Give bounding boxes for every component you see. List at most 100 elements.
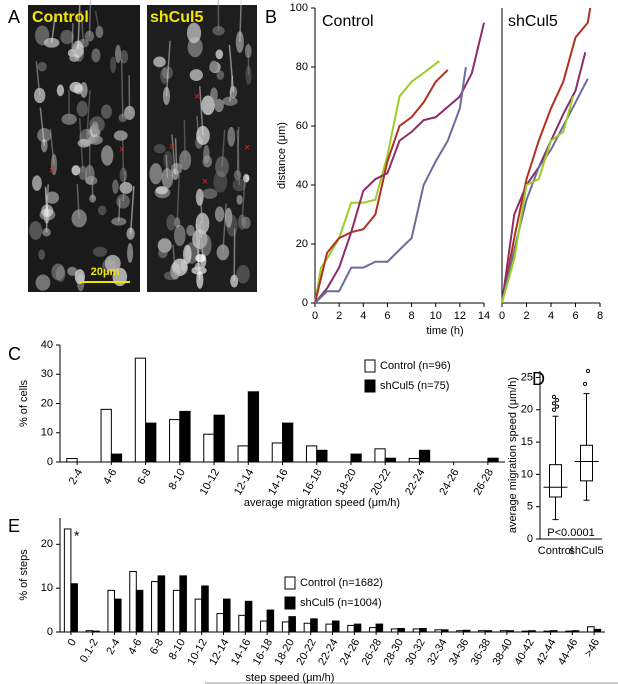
- process: [228, 44, 235, 93]
- bar: [397, 627, 405, 633]
- x-tick-label: 24-26: [437, 467, 461, 497]
- y-tick-label: 20: [521, 404, 533, 416]
- x-axis-label: time (h): [426, 325, 463, 337]
- process: [199, 86, 204, 136]
- y-tick-label: 100: [290, 2, 308, 14]
- bar: [271, 442, 284, 463]
- annotation: P<0.0001: [547, 527, 594, 539]
- cells: [29, 0, 252, 292]
- x-tick-label: 20-22: [369, 467, 393, 497]
- bar: [63, 528, 72, 633]
- bar: [350, 453, 362, 463]
- bar: [441, 629, 449, 633]
- panel-label: E: [8, 516, 20, 536]
- x-tick-label: 2: [336, 310, 342, 322]
- bar: [310, 618, 318, 633]
- flier: [551, 394, 557, 399]
- y-axis-label: % of steps: [18, 549, 30, 601]
- x-tick-label: >46: [582, 637, 602, 659]
- panel-label: D: [532, 369, 545, 389]
- bar: [179, 410, 191, 463]
- cell: [67, 266, 78, 276]
- legend-label: shCul5 (n=75): [380, 380, 449, 392]
- x-tick-label: 2-4: [104, 637, 122, 657]
- flier: [554, 397, 560, 403]
- cell: [113, 130, 128, 141]
- bar: [134, 357, 147, 463]
- process: [165, 154, 169, 179]
- bar: [528, 630, 536, 633]
- cell: [230, 274, 239, 288]
- process: [71, 23, 74, 54]
- process: [86, 90, 91, 138]
- cell: [95, 25, 104, 39]
- x-tick-label: 40-42: [512, 637, 536, 667]
- y-tick-label: 10: [41, 582, 53, 594]
- y-tick-label: 25: [521, 371, 533, 383]
- y-tick-label: 80: [296, 61, 308, 73]
- cell: [216, 70, 225, 80]
- cell: [158, 247, 168, 259]
- x-tick-label: 28-30: [382, 637, 406, 667]
- panel-label: C: [8, 344, 21, 364]
- process: [121, 134, 125, 175]
- bar: [247, 391, 260, 463]
- process: [236, 130, 241, 185]
- bar: [203, 433, 215, 463]
- cell: [71, 165, 81, 176]
- bar: [216, 613, 225, 633]
- bar: [129, 570, 137, 633]
- y-tick-label: 40: [296, 179, 308, 191]
- line: [314, 66, 467, 304]
- legend-swatch: [284, 596, 296, 610]
- process: [217, 0, 220, 31]
- bar: [282, 422, 294, 463]
- cell: [76, 100, 88, 117]
- process: [94, 10, 101, 33]
- image-label: Control: [32, 9, 89, 26]
- cell: [149, 163, 163, 185]
- bar: [66, 457, 78, 463]
- box: [580, 444, 593, 482]
- process: [222, 203, 227, 253]
- cell: [45, 191, 60, 204]
- bar: [390, 628, 399, 633]
- legend-swatch: [364, 379, 376, 393]
- bar: [114, 598, 122, 633]
- box: [549, 464, 562, 498]
- cell: [69, 81, 83, 93]
- cell: [203, 145, 210, 164]
- y-tick-label: 15: [521, 436, 533, 448]
- y-axis-label: distance (μm): [276, 122, 288, 189]
- line: [314, 60, 440, 304]
- x-tick-label: shCul5: [569, 545, 603, 557]
- process: [239, 0, 242, 43]
- process: [76, 183, 80, 219]
- cell: [101, 145, 114, 166]
- bar: [316, 449, 328, 463]
- bar: [92, 630, 100, 633]
- x-tick-label: 6: [572, 310, 578, 322]
- x-tick-label: 16-18: [300, 467, 324, 497]
- cell: [29, 221, 43, 240]
- bar: [462, 629, 471, 633]
- bar: [369, 627, 377, 633]
- bar: [179, 575, 187, 633]
- cell: [118, 113, 128, 123]
- cell: [214, 206, 225, 222]
- x-axis-label: step speed (μm/h): [246, 672, 335, 684]
- scale-bar-label: 20μm: [91, 266, 120, 278]
- flier: [585, 368, 591, 374]
- x-tick-label: 6: [384, 310, 390, 322]
- chart-title: Control: [322, 13, 374, 30]
- cell-marker: ×: [119, 144, 125, 156]
- line: [501, 7, 592, 304]
- bar: [288, 616, 296, 633]
- y-tick-label: 10: [41, 427, 53, 439]
- x-tick-label: 38-40: [491, 637, 515, 667]
- cell: [186, 224, 195, 237]
- x-tick-label: 24-26: [338, 637, 362, 667]
- cell: [89, 116, 105, 133]
- cell: [160, 67, 169, 84]
- legend-swatch: [364, 359, 376, 373]
